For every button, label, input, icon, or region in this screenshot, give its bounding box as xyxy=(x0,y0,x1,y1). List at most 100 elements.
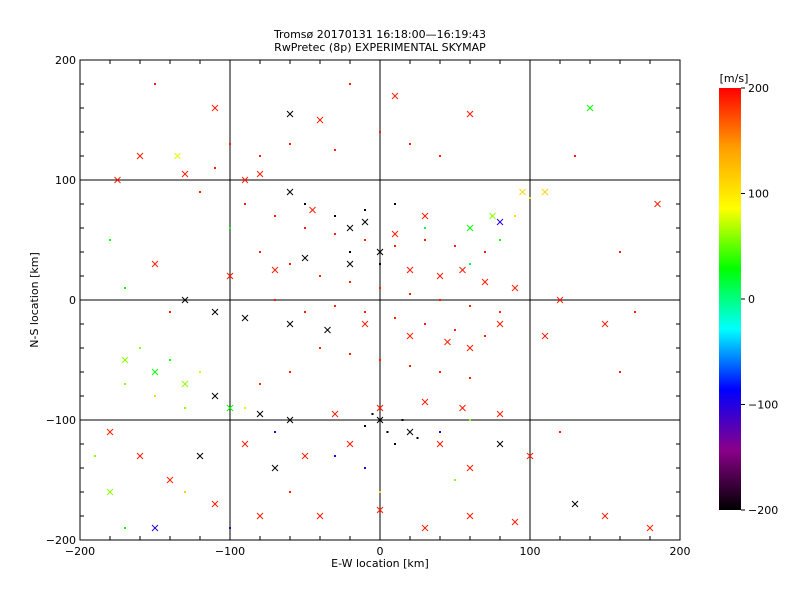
data-point-cross xyxy=(496,440,504,448)
data-point-dot xyxy=(371,413,374,415)
data-point-dot xyxy=(469,305,471,307)
data-point-cross xyxy=(444,338,451,346)
data-point-cross xyxy=(459,404,466,412)
data-point-dot xyxy=(334,455,336,457)
data-point-cross xyxy=(361,320,369,328)
colorbar-tick-label: −200 xyxy=(748,504,778,517)
data-point-dot xyxy=(94,455,96,457)
data-point-cross xyxy=(601,320,609,328)
data-point-dot xyxy=(439,371,441,373)
y-tick-label: 100 xyxy=(55,174,76,187)
data-point-dot xyxy=(364,425,366,427)
data-point-cross xyxy=(271,266,279,274)
data-point-cross xyxy=(256,410,264,418)
data-point-cross xyxy=(421,398,429,406)
data-point-cross xyxy=(361,218,369,226)
x-tick-label: −100 xyxy=(215,545,245,558)
data-point-cross xyxy=(136,152,144,160)
data-point-cross xyxy=(346,224,354,232)
colorbar: [m/s] −200 −100 0 100 200 xyxy=(719,72,778,517)
data-point-dot xyxy=(454,245,456,247)
colorbar-gradient xyxy=(719,88,741,510)
data-point-dot xyxy=(319,347,321,349)
data-point-dot xyxy=(244,203,246,205)
data-point-dot xyxy=(484,335,486,337)
data-point-dot xyxy=(416,437,419,439)
data-point-dot xyxy=(409,143,411,145)
data-point-dot xyxy=(139,347,141,349)
data-point-cross xyxy=(121,356,129,364)
data-point-cross xyxy=(436,440,444,448)
data-point-dot xyxy=(304,311,306,313)
data-point-dot xyxy=(394,317,396,319)
data-point-cross xyxy=(316,116,324,124)
data-point-dot xyxy=(319,275,321,277)
data-point-cross xyxy=(406,266,414,274)
data-point-cross xyxy=(271,464,279,472)
data-point-dot xyxy=(439,431,441,433)
data-point-cross xyxy=(316,512,324,520)
data-point-dot xyxy=(439,155,441,157)
data-point-dot xyxy=(199,371,201,373)
data-point-cross xyxy=(346,260,354,268)
y-axis-label: N-S location [km] xyxy=(28,252,41,348)
data-point-dot xyxy=(401,419,404,421)
data-point-dot xyxy=(334,233,336,235)
data-point-dot xyxy=(364,209,366,211)
data-point-cross xyxy=(151,260,159,268)
data-point-cross xyxy=(211,500,219,508)
data-point-dot xyxy=(169,359,171,361)
data-point-cross xyxy=(114,176,121,184)
data-point-dot xyxy=(386,431,389,433)
data-point-dot xyxy=(289,263,291,265)
data-point-dot xyxy=(154,83,156,85)
grid-lines xyxy=(80,60,680,540)
data-point-dot xyxy=(214,167,216,169)
data-point-dot xyxy=(559,431,561,433)
data-point-dot xyxy=(499,311,501,313)
x-axis-ticks: −200 −100 0 100 200 xyxy=(65,60,691,558)
x-tick-label: 100 xyxy=(520,545,541,558)
data-point-dot xyxy=(154,395,156,397)
data-point-cross xyxy=(286,110,294,118)
chart-title-line2: RwPretec (8p) EXPERIMENTAL SKYMAP xyxy=(274,41,486,54)
data-point-dot xyxy=(349,251,351,253)
data-point-cross xyxy=(466,224,474,232)
data-point-dot xyxy=(409,293,411,295)
data-point-dot xyxy=(364,239,366,241)
data-point-dot xyxy=(349,83,351,85)
data-point-cross xyxy=(324,326,331,334)
y-tick-label: 0 xyxy=(69,294,76,307)
colorbar-tick-label: 200 xyxy=(748,82,769,95)
data-point-cross xyxy=(346,440,354,448)
data-point-dot xyxy=(469,377,471,379)
data-point-cross xyxy=(654,200,661,208)
data-points xyxy=(94,83,661,532)
data-point-dot xyxy=(424,323,426,325)
data-point-cross xyxy=(196,452,204,460)
data-point-cross xyxy=(511,284,519,292)
data-point-dot xyxy=(499,239,501,241)
data-point-cross xyxy=(286,188,294,196)
data-point-dot xyxy=(619,251,621,253)
data-point-cross xyxy=(646,524,654,532)
data-point-cross xyxy=(211,308,219,316)
data-point-cross xyxy=(406,428,414,436)
data-point-cross xyxy=(376,404,384,412)
data-point-dot xyxy=(124,287,126,289)
data-point-dot xyxy=(334,215,336,217)
data-point-dot xyxy=(289,143,291,145)
colorbar-ticks: −200 −100 0 100 200 xyxy=(741,82,778,517)
data-point-cross xyxy=(181,170,189,178)
data-point-cross xyxy=(466,344,474,352)
data-point-cross xyxy=(481,278,489,286)
data-point-dot xyxy=(409,365,411,367)
data-point-cross xyxy=(376,416,384,424)
data-point-cross xyxy=(466,464,474,472)
data-point-dot xyxy=(274,215,276,217)
data-point-dot xyxy=(259,155,261,157)
data-point-cross xyxy=(391,92,399,100)
colorbar-tick-label: 0 xyxy=(748,293,755,306)
data-point-cross xyxy=(496,320,504,328)
data-point-dot xyxy=(304,227,306,229)
